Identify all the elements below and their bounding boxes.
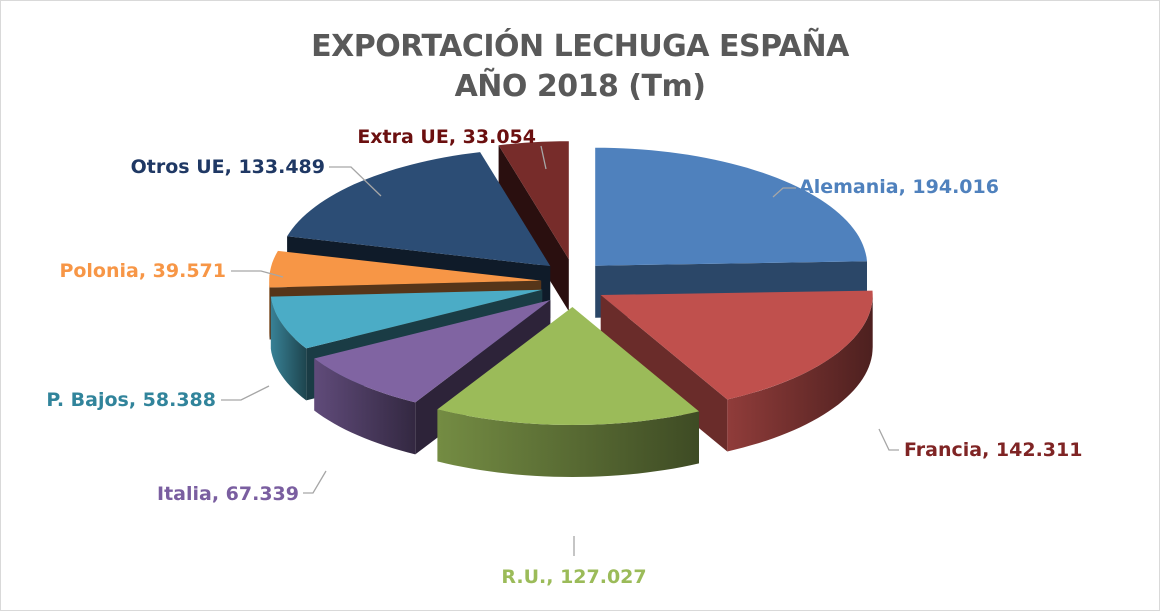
slice-outer-wall xyxy=(314,358,416,455)
data-label: Otros UE, 133.489 xyxy=(131,156,325,178)
slice-top xyxy=(437,307,699,425)
slice-top xyxy=(600,290,873,400)
slice-top xyxy=(314,300,551,403)
pie-slice-extra-ue xyxy=(498,141,569,312)
data-label: Italia, 67.339 xyxy=(157,483,299,505)
slice-top xyxy=(269,250,542,288)
chart-title-line-1: EXPORTACIÓN LECHUGA ESPAÑA xyxy=(311,29,849,64)
slice-top xyxy=(498,141,569,260)
slice-top xyxy=(270,289,543,349)
chart-title: EXPORTACIÓN LECHUGA ESPAÑA AÑO 2018 (Tm) xyxy=(1,27,1159,107)
leader-line xyxy=(772,187,796,198)
slice-outer-wall xyxy=(437,409,699,477)
data-label: Alemania, 194.016 xyxy=(799,176,999,198)
leader-line xyxy=(878,428,899,451)
data-label: R.U., 127.027 xyxy=(501,566,646,588)
data-label: Polonia, 39.571 xyxy=(59,260,226,282)
slice-top xyxy=(287,152,551,267)
leader-line xyxy=(221,385,270,401)
leader-line xyxy=(540,145,547,170)
slice-top xyxy=(595,147,867,266)
slice-outer-wall xyxy=(727,295,873,452)
slice-side-face xyxy=(498,145,569,312)
leader-line xyxy=(329,166,382,197)
chart-title-line-2: AÑO 2018 (Tm) xyxy=(454,69,706,104)
data-label: P. Bajos, 58.388 xyxy=(46,389,216,411)
data-label: Francia, 142.311 xyxy=(904,439,1082,461)
data-label: Extra UE, 33.054 xyxy=(357,126,536,148)
pie-slice-r-u xyxy=(437,307,699,477)
slice-outer-wall xyxy=(270,296,307,401)
leader-line xyxy=(231,270,284,278)
leader-line xyxy=(303,470,327,494)
